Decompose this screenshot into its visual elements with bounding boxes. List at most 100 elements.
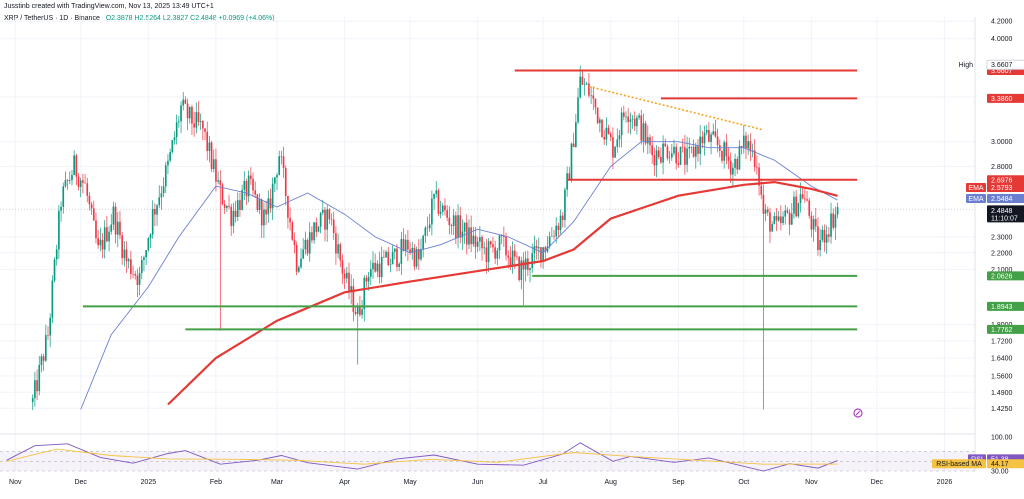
candle-body	[404, 239, 407, 251]
candle-body	[494, 247, 496, 259]
candle	[191, 104, 193, 136]
candle-body	[780, 216, 782, 224]
candle-body	[317, 226, 320, 232]
candle	[173, 131, 176, 145]
candle	[40, 353, 43, 373]
candle-body	[348, 272, 350, 293]
candle	[306, 238, 309, 257]
candle	[291, 220, 294, 241]
price-tick-label: 1.4250	[991, 406, 1013, 413]
candle	[263, 202, 265, 238]
support-1-8943-badge: 1.8943	[987, 301, 1024, 311]
candle-body	[82, 180, 84, 183]
candle-body	[585, 83, 588, 85]
candle	[727, 147, 730, 170]
candle-body	[535, 246, 538, 249]
candle-body	[498, 235, 501, 251]
candle	[284, 165, 287, 206]
candle	[182, 92, 185, 111]
candle	[631, 115, 634, 129]
candle-body	[295, 245, 298, 272]
candle	[636, 115, 638, 135]
candle	[378, 251, 381, 284]
candle-body	[393, 248, 396, 252]
candle	[304, 231, 307, 255]
candle	[751, 143, 754, 158]
candle	[830, 202, 832, 244]
candle-body	[374, 262, 376, 272]
candle	[132, 265, 134, 279]
candle	[236, 192, 239, 222]
candle	[551, 227, 553, 237]
candle-body	[372, 262, 374, 270]
candle-body	[293, 239, 296, 246]
candle-body	[821, 229, 824, 240]
candle	[116, 211, 119, 248]
candle-body	[520, 260, 523, 281]
candle	[274, 176, 276, 193]
candle	[260, 198, 263, 238]
candle-body	[795, 196, 797, 217]
candle-body	[572, 143, 575, 147]
candle-body	[171, 140, 174, 153]
rsi-ma-badge-tag-box	[932, 459, 986, 469]
ema50-badge: 2.5484	[987, 194, 1024, 203]
candle	[317, 225, 320, 233]
symbol-header: XRP / TetherUS · 1D · Binance O2.3878 H2…	[4, 15, 275, 22]
candle-body	[546, 246, 549, 252]
candle-body	[699, 136, 701, 154]
candle	[769, 207, 771, 244]
candle-body	[513, 250, 516, 257]
candle	[343, 268, 346, 289]
candle-body	[806, 199, 808, 201]
candle	[426, 216, 429, 236]
candle-body	[662, 143, 664, 163]
candle-body	[400, 239, 403, 264]
candle	[47, 326, 49, 341]
price-tick-label: 4.2000	[991, 19, 1013, 26]
candle-body	[103, 227, 106, 250]
candle-body	[740, 146, 743, 148]
candle-body	[450, 225, 453, 226]
candle-body	[164, 165, 167, 187]
candle-body	[607, 127, 610, 134]
candle	[90, 201, 93, 215]
candle-body	[788, 212, 791, 225]
candle-body	[542, 247, 544, 262]
ema200-badge-tag: EMA	[966, 182, 986, 192]
candle-body	[182, 99, 185, 106]
candle	[705, 124, 708, 136]
candle-body	[208, 142, 211, 152]
candle-body	[167, 160, 169, 166]
ohlc-values: O2.3878 H2.5264 L2.3827 C2.4848 +0.0969 …	[105, 15, 275, 22]
candle	[239, 192, 241, 217]
candle	[369, 260, 372, 286]
candle	[400, 231, 403, 276]
rsi-ma-badge-tag-text: RSI-based MA	[936, 461, 982, 468]
candle-body	[441, 205, 444, 212]
horizontal-levels	[82, 69, 858, 331]
candle-body	[769, 212, 771, 232]
candle-body	[660, 156, 662, 163]
candle-body	[531, 253, 534, 268]
candle-body	[808, 200, 811, 216]
candle-body	[110, 224, 113, 232]
candle-body	[223, 204, 226, 208]
candle-body	[188, 106, 191, 119]
candle	[577, 87, 579, 125]
candle-body	[533, 246, 536, 254]
candle	[492, 236, 494, 253]
time-tick-label: May	[403, 479, 417, 486]
candle-body	[315, 222, 318, 232]
candle	[618, 129, 621, 148]
candle	[784, 204, 787, 225]
candle-body	[184, 99, 187, 104]
candle	[271, 177, 274, 220]
candle	[186, 98, 189, 131]
candle-body	[232, 210, 235, 226]
candle-body	[557, 225, 560, 231]
time-tick-label: Apr	[339, 479, 351, 486]
time-tick-label: Dec	[871, 479, 884, 486]
candle	[463, 222, 466, 244]
